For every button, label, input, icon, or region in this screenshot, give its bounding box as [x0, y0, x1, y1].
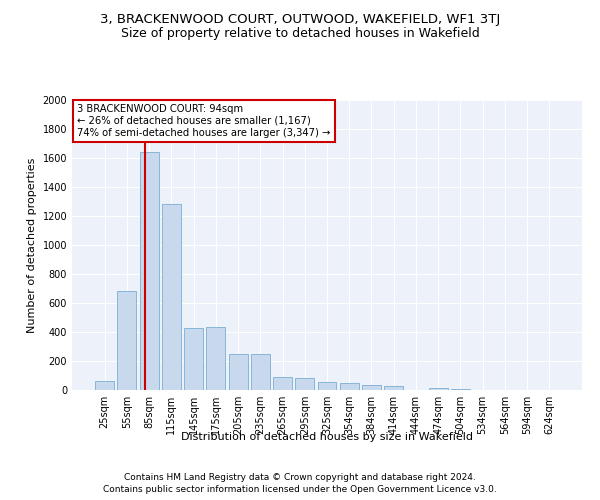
Bar	[273, 377, 292, 390]
Bar	[95, 382, 114, 390]
Bar	[229, 354, 248, 390]
Bar	[140, 152, 158, 390]
Bar	[340, 383, 359, 390]
Bar	[429, 388, 448, 390]
Bar	[206, 327, 225, 390]
Text: 3 BRACKENWOOD COURT: 94sqm
← 26% of detached houses are smaller (1,167)
74% of s: 3 BRACKENWOOD COURT: 94sqm ← 26% of deta…	[77, 104, 331, 138]
Bar	[362, 385, 381, 390]
Text: Contains public sector information licensed under the Open Government Licence v3: Contains public sector information licen…	[103, 485, 497, 494]
Text: Contains HM Land Registry data © Crown copyright and database right 2024.: Contains HM Land Registry data © Crown c…	[124, 472, 476, 482]
Bar	[384, 386, 403, 390]
Bar	[295, 378, 314, 390]
Bar	[317, 382, 337, 390]
Bar	[162, 204, 181, 390]
Text: Size of property relative to detached houses in Wakefield: Size of property relative to detached ho…	[121, 28, 479, 40]
Bar	[118, 292, 136, 390]
Text: Distribution of detached houses by size in Wakefield: Distribution of detached houses by size …	[181, 432, 473, 442]
Text: 3, BRACKENWOOD COURT, OUTWOOD, WAKEFIELD, WF1 3TJ: 3, BRACKENWOOD COURT, OUTWOOD, WAKEFIELD…	[100, 12, 500, 26]
Bar	[184, 328, 203, 390]
Bar	[251, 354, 270, 390]
Y-axis label: Number of detached properties: Number of detached properties	[27, 158, 37, 332]
